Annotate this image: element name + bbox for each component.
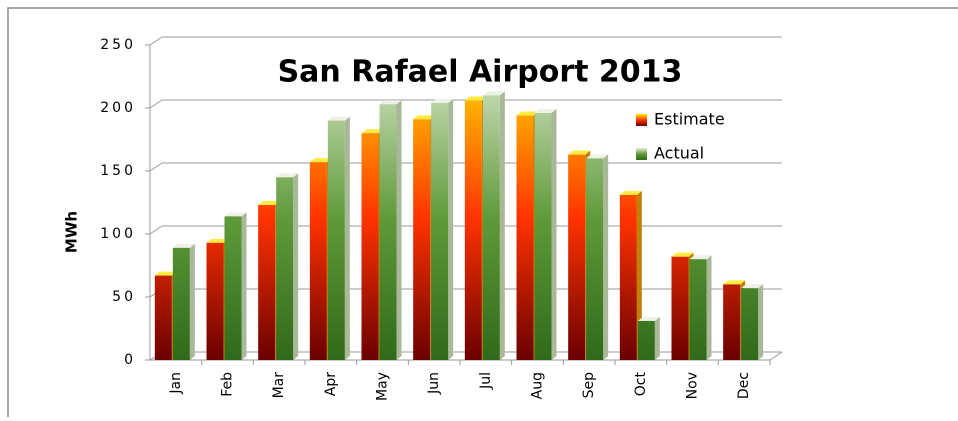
- y-tick-label: 50: [112, 289, 136, 305]
- bar-top: [361, 129, 384, 134]
- x-tick-label: Dec: [736, 372, 752, 399]
- bar: [482, 95, 500, 361]
- y-axis-label: MWh: [63, 211, 81, 253]
- x-tick-label: Jul: [478, 372, 494, 390]
- legend-label: Estimate: [654, 110, 725, 129]
- bar-top: [516, 111, 539, 116]
- x-tick-label: Oct: [633, 372, 649, 397]
- bar-top: [723, 280, 746, 285]
- bar: [224, 216, 242, 360]
- bar-top: [206, 238, 229, 243]
- bar: [276, 177, 294, 360]
- bar-top: [568, 150, 591, 155]
- bar-top: [413, 115, 436, 120]
- bar-side: [499, 91, 505, 361]
- bar-side: [344, 116, 350, 360]
- grid-line: [149, 225, 163, 235]
- bar: [637, 320, 655, 360]
- y-tick-label: 150: [100, 163, 136, 179]
- bar-side: [396, 100, 402, 360]
- grid-line: [149, 162, 163, 172]
- bar: [689, 259, 707, 360]
- bar-side: [293, 173, 299, 360]
- bar: [258, 205, 276, 360]
- x-tick-label: Jan: [168, 372, 184, 395]
- bar: [154, 275, 172, 360]
- bar: [327, 120, 345, 360]
- bar: [309, 162, 327, 360]
- grid-line: [149, 99, 163, 109]
- bar-top: [671, 252, 694, 257]
- y-tick-label: 0: [124, 352, 136, 368]
- bar-top: [464, 96, 487, 101]
- y-tick-label: 200: [100, 100, 136, 116]
- bar-side: [758, 284, 764, 360]
- bar-top: [689, 255, 712, 260]
- floor-right: [769, 351, 783, 361]
- grid-line: [149, 36, 163, 46]
- x-tick-label: Sep: [581, 372, 597, 399]
- bar-top: [224, 212, 247, 217]
- bar: [413, 119, 431, 360]
- bar-top: [172, 243, 195, 248]
- y-tick-label: 250: [100, 37, 136, 53]
- bar: [671, 256, 689, 360]
- x-tick-label: May: [375, 372, 391, 401]
- bar-side: [189, 243, 195, 360]
- bar-top: [154, 271, 177, 276]
- bar: [464, 100, 482, 360]
- bar-top: [258, 201, 281, 206]
- bar: [516, 115, 534, 360]
- y-tick-label: 100: [100, 226, 136, 242]
- bar: [379, 104, 397, 360]
- bar-side: [241, 212, 247, 360]
- x-tick-label: Jun: [426, 372, 442, 395]
- bar-top: [309, 158, 332, 163]
- bar: [172, 247, 190, 360]
- bar-top: [534, 109, 557, 114]
- bar-side: [551, 109, 557, 360]
- bar: [431, 102, 449, 361]
- bar: [741, 288, 759, 360]
- bar-top: [431, 98, 454, 103]
- bar: [586, 158, 604, 360]
- bar-top: [482, 91, 505, 96]
- legend-label: Actual: [654, 144, 704, 163]
- bar: [723, 284, 741, 360]
- x-tick-label: Aug: [530, 372, 546, 399]
- bar-side: [654, 316, 660, 360]
- bar: [619, 194, 637, 360]
- bar-top: [637, 316, 660, 321]
- bar-top: [619, 190, 642, 195]
- legend-swatch: [636, 148, 647, 160]
- x-tick-label: Feb: [220, 372, 236, 397]
- legend-swatch: [636, 114, 647, 126]
- bar: [206, 242, 224, 360]
- bar-top: [586, 154, 609, 159]
- bar: [534, 113, 552, 360]
- chart-title: San Rafael Airport 2013: [278, 55, 683, 90]
- bar-side: [603, 154, 609, 360]
- bar-side: [706, 255, 712, 360]
- x-tick-label: Nov: [685, 372, 701, 399]
- bar-top: [741, 284, 764, 289]
- bar: [568, 154, 586, 360]
- x-tick-label: Apr: [323, 372, 339, 396]
- bar-top: [327, 116, 350, 121]
- bar: [361, 133, 379, 360]
- bar-side: [636, 190, 642, 360]
- bar-top: [379, 100, 402, 105]
- bar-top: [276, 173, 299, 178]
- bar-side: [448, 98, 454, 361]
- x-tick-label: Mar: [271, 372, 287, 399]
